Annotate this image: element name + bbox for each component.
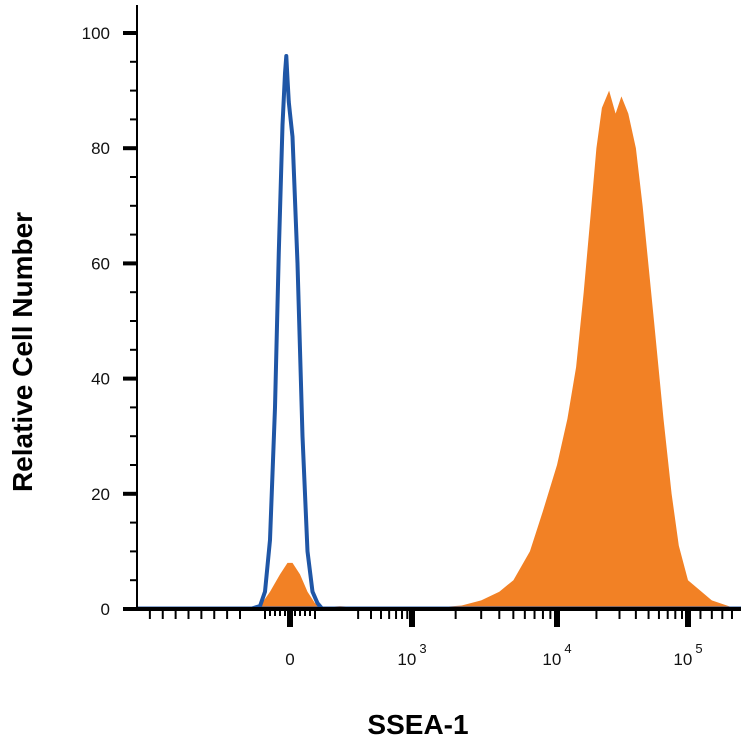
x-tick-label: 104 [542,641,571,669]
x-axis-title: SSEA-1 [367,709,468,740]
x-tick-label: 105 [673,641,702,669]
x-tick-label-exponent: 5 [695,641,702,656]
plot-area [137,54,741,611]
x-major-tick [685,609,691,627]
y-tick-label: 40 [91,370,110,389]
y-axis-ticks: 0 20 40 60 80 100 [82,24,137,619]
stained-histogram-area [247,90,741,610]
y-axis-title: Relative Cell Number [7,212,38,492]
y-tick-label: 20 [91,485,110,504]
x-tick-label: 103 [397,641,426,669]
x-tick-label-base: 0 [285,650,294,669]
axes [123,5,741,611]
x-tick-label-base: 10 [542,650,561,669]
x-tick-label-base: 10 [397,650,416,669]
y-tick-label: 80 [91,139,110,158]
control-histogram-line [249,54,325,611]
x-tick-label: 0 [285,650,294,669]
x-major-tick [287,609,293,627]
x-major-tick [554,609,560,627]
y-tick-label: 100 [82,24,110,43]
y-tick-label: 60 [91,254,110,273]
x-tick-label-exponent: 3 [419,641,426,656]
y-tick-label: 0 [101,600,110,619]
x-tick-label-exponent: 4 [564,641,571,656]
x-major-tick [409,609,415,627]
x-tick-label-base: 10 [673,650,692,669]
